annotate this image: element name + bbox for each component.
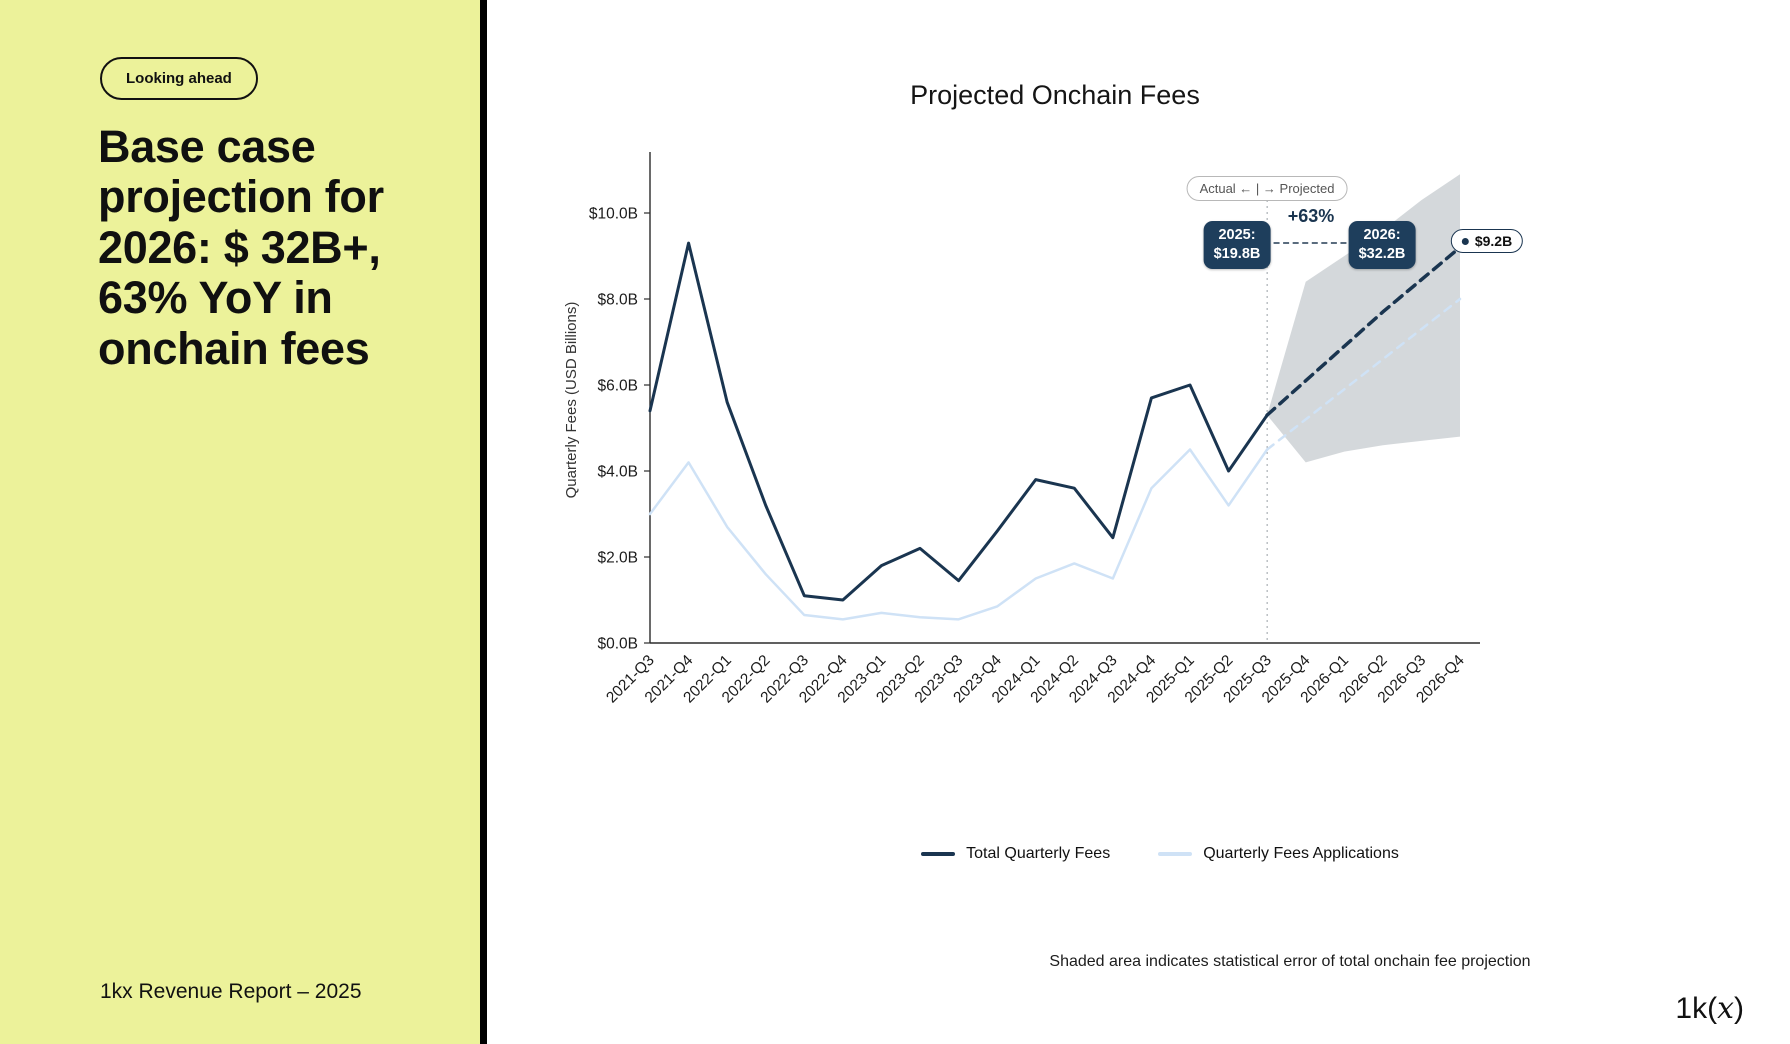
total-line-swatch — [921, 852, 956, 856]
chart-canvas: $0.0B$2.0B$4.0B$6.0B$8.0B$10.0B2021-Q320… — [589, 152, 1480, 706]
looking-ahead-badge: Looking ahead — [100, 57, 258, 100]
endpoint-value-pill: $9.2B — [1450, 229, 1524, 253]
headline: Base case projection for 2026: $ 32B+, 6… — [98, 121, 384, 374]
chart-title: Projected Onchain Fees — [910, 80, 1200, 110]
report-footer: 1kx Revenue Report – 2025 — [100, 980, 362, 1003]
svg-text:$2.0B: $2.0B — [597, 550, 638, 567]
growth-annotation: +63% — [1287, 206, 1335, 226]
chart-legend: Total Quarterly Fees Quarterly Fees Appl… — [680, 845, 1640, 863]
endpoint-dot-icon — [1461, 237, 1469, 245]
logo-pre: 1k( — [1675, 992, 1718, 1025]
vertical-divider — [480, 0, 487, 1044]
badge-connector-line — [1264, 242, 1356, 244]
legend-label-total: Total Quarterly Fees — [966, 845, 1111, 862]
badge-2025: 2025: $19.8B — [1203, 221, 1271, 269]
logo-x: x — [1717, 991, 1734, 1026]
svg-text:$4.0B: $4.0B — [597, 464, 638, 481]
sidebar: Looking ahead Base case projection for 2… — [0, 0, 480, 1044]
fees-chart: $0.0B $2.0B $4.0B $6.0B $8.0B $10.0B 2021-Q3 20… — [563, 140, 1580, 780]
logo-post: ) — [1734, 992, 1744, 1025]
svg-text:$6.0B: $6.0B — [597, 378, 638, 395]
legend-label-apps: Quarterly Fees Applications — [1203, 845, 1399, 862]
svg-text:$8.0B: $8.0B — [597, 292, 638, 309]
svg-text:$0.0B: $0.0B — [597, 636, 638, 653]
1kx-logo: 1k(x) — [1675, 991, 1744, 1026]
badge-2026: 2026: $32.2B — [1348, 221, 1416, 269]
legend-item-total: Total Quarterly Fees — [921, 845, 1110, 863]
svg-text:$10.0B: $10.0B — [589, 206, 638, 223]
main-panel: Projected Onchain Fees $0.0B $2.0B $4.0B $6… — [487, 0, 1790, 1044]
endpoint-value: $9.2B — [1474, 233, 1513, 249]
y-axis-label: Quarterly Fees (USD Billions) — [563, 301, 580, 499]
legend-item-apps: Quarterly Fees Applications — [1158, 845, 1399, 863]
chart-caption: Shaded area indicates statistical error … — [1049, 953, 1531, 970]
actual-projected-divider-label: Actual ← | → Projected — [1186, 176, 1348, 201]
apps-line-swatch — [1158, 852, 1193, 856]
